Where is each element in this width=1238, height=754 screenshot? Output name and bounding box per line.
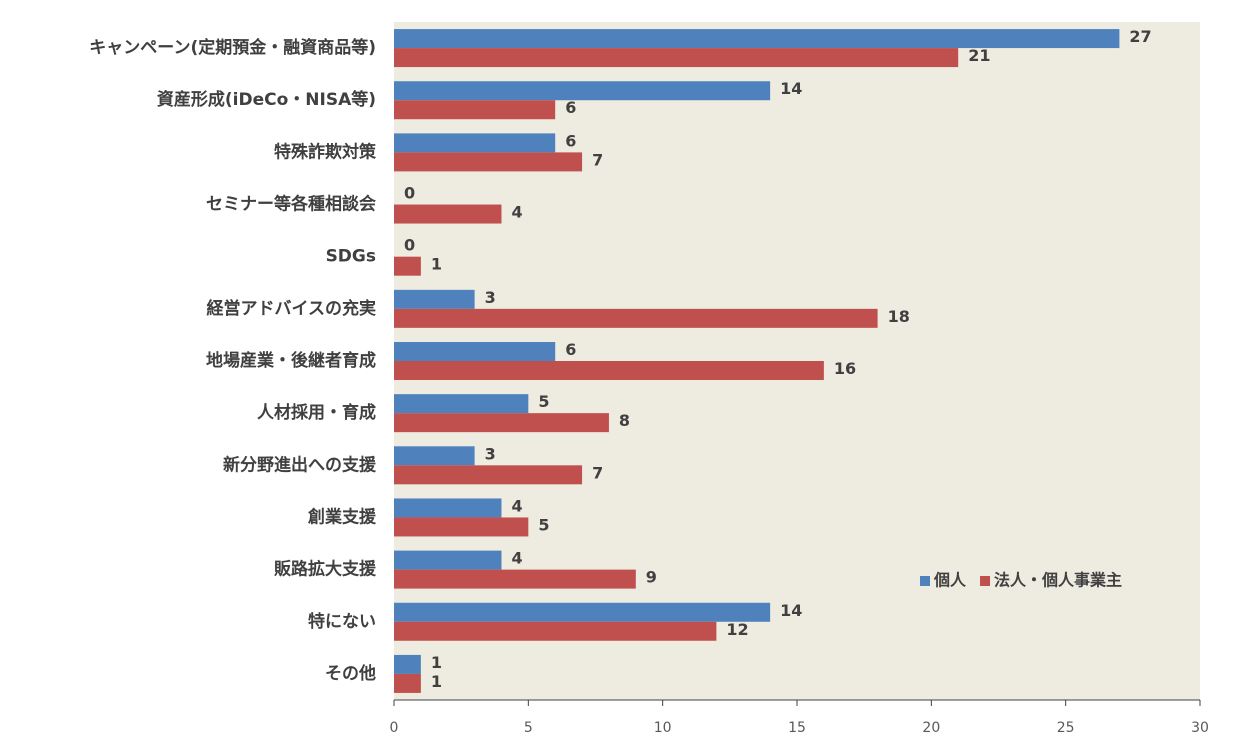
x-tick-label: 15	[788, 720, 806, 736]
value-label: 1	[431, 653, 442, 672]
value-label: 6	[565, 98, 576, 117]
bar	[394, 498, 502, 518]
bar	[394, 465, 583, 485]
value-label: 16	[834, 359, 856, 378]
bar	[394, 394, 529, 414]
x-tick-label: 5	[524, 720, 533, 736]
category-label: その他	[325, 663, 376, 684]
legend-swatch	[980, 576, 991, 586]
value-label: 14	[780, 601, 802, 620]
legend-label: 個人	[933, 571, 967, 590]
category-label: 創業支援	[307, 506, 377, 527]
value-label: 8	[619, 411, 630, 430]
bar	[394, 654, 421, 674]
value-label: 7	[592, 150, 603, 169]
value-label: 3	[485, 444, 496, 463]
x-tick-label: 20	[922, 720, 940, 736]
bar	[394, 204, 502, 224]
value-label: 18	[888, 307, 910, 326]
value-label: 1	[431, 255, 442, 274]
bar	[394, 342, 556, 361]
bar	[394, 361, 824, 380]
category-label: 特にない	[308, 611, 376, 632]
category-label: 地場産業・後継者育成	[206, 350, 376, 371]
x-tick-label: 10	[654, 720, 672, 736]
value-label: 1	[431, 672, 442, 691]
category-label: SDGs	[326, 247, 376, 267]
value-label: 12	[726, 620, 748, 639]
value-label: 0	[404, 184, 415, 203]
value-label: 14	[780, 79, 802, 98]
category-label: 経営アドバイスの充実	[207, 298, 377, 319]
category-label: 資産形成(iDeCo・NISA等)	[157, 89, 376, 110]
bar	[394, 48, 959, 68]
bar	[394, 133, 556, 153]
value-label: 0	[404, 236, 415, 255]
bar	[394, 446, 475, 466]
value-label: 4	[511, 549, 522, 568]
category-label: 人材採用・育成	[257, 402, 376, 423]
bar	[394, 673, 421, 693]
category-label: 特殊詐欺対策	[274, 141, 377, 162]
value-label: 27	[1129, 27, 1151, 46]
bar	[394, 550, 502, 570]
bar	[394, 256, 421, 276]
legend-swatch	[920, 576, 930, 586]
value-label: 7	[592, 463, 603, 482]
value-label: 6	[565, 340, 576, 359]
bar	[394, 602, 771, 622]
value-label: 5	[538, 515, 549, 534]
bar	[394, 81, 771, 101]
category-label: 新分野進出への支援	[223, 454, 377, 475]
bar	[394, 569, 636, 589]
value-label: 21	[968, 46, 990, 65]
bar	[394, 413, 609, 433]
value-label: 4	[511, 203, 522, 222]
bar	[394, 621, 717, 641]
bar	[394, 152, 583, 172]
value-label: 5	[538, 392, 549, 411]
x-tick-label: 30	[1191, 720, 1209, 736]
category-label: 販路拡大支援	[274, 559, 377, 580]
legend-label: 法人・個人事業主	[994, 571, 1122, 590]
bar	[394, 517, 529, 537]
x-tick-label: 25	[1057, 720, 1075, 736]
category-label: セミナー等各種相談会	[206, 194, 376, 215]
value-label: 4	[511, 496, 522, 515]
value-label: 3	[485, 288, 496, 307]
x-tick-label: 0	[390, 720, 399, 736]
value-label: 6	[565, 131, 576, 150]
category-label: キャンペーン(定期預金・融資商品等)	[89, 37, 376, 58]
value-label: 9	[646, 568, 657, 587]
bar	[394, 289, 475, 309]
bar	[394, 29, 1120, 49]
bar	[394, 100, 556, 120]
bar	[394, 308, 878, 328]
